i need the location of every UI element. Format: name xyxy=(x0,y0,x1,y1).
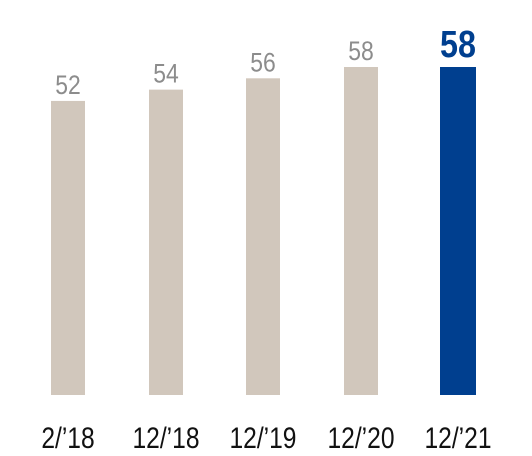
x-tick-label: 12/’19 xyxy=(229,421,296,455)
value-label: 58 xyxy=(348,36,374,66)
value-label: 54 xyxy=(153,59,179,89)
value-label: 52 xyxy=(55,70,81,100)
x-tick-label: 12/’21 xyxy=(424,421,491,455)
x-tick-label: 2/’18 xyxy=(41,421,94,455)
value-label: 56 xyxy=(250,48,276,78)
x-tick-label: 12/’20 xyxy=(327,421,394,455)
bar xyxy=(51,100,85,396)
x-tick-label: 12/’18 xyxy=(132,421,199,455)
bar xyxy=(246,78,280,395)
bar xyxy=(149,89,183,395)
bar xyxy=(344,67,378,395)
value-label: 58 xyxy=(440,24,476,66)
bar xyxy=(440,67,476,395)
